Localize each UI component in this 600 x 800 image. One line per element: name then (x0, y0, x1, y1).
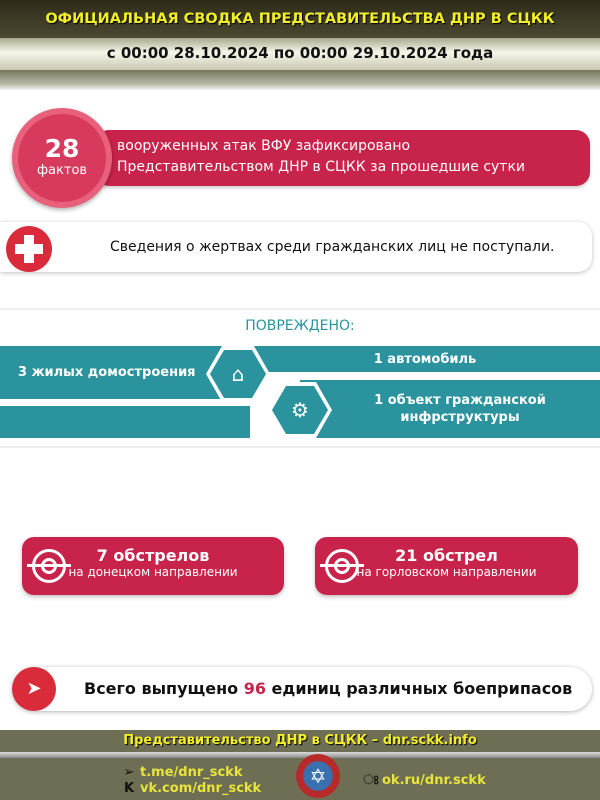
damage-car: 1 автомобиль (250, 346, 600, 372)
shelling-count: 7 обстрелов (96, 546, 210, 565)
damage-section (0, 308, 600, 448)
bullet-icon: ➤ (12, 667, 56, 711)
damage-infrastructure: 1 объект гражданской инфрструктуры (300, 380, 600, 438)
ok-link[interactable]: ଃ ok.ru/dnr.sckk (360, 773, 486, 788)
target-icon (320, 549, 364, 583)
ammo-prefix: Всего выпущено (84, 679, 239, 698)
shelling-count: 21 обстрел (395, 546, 498, 565)
vk-url[interactable]: vk.com/dnr_sckk (140, 781, 262, 796)
ok-url[interactable]: ok.ru/dnr.sckk (382, 773, 486, 788)
house-icon: ⌂ (210, 350, 266, 398)
odnoklassniki-icon: ଃ (363, 773, 379, 788)
telegram-link[interactable]: ➢ t.me/dnr_sckk (118, 765, 243, 780)
footer-divider (0, 752, 600, 758)
shelling-donetsk: 7 обстрелов на донецком направлении (22, 537, 284, 595)
damage-title: ПОВРЕЖДЕНО: (245, 318, 355, 334)
shelling-direction: на донецком направлении (68, 565, 238, 579)
house-hex: ⌂ (206, 346, 270, 402)
ammo-summary: Всего выпущено 96 единиц различных боепр… (12, 667, 592, 711)
ammo-number: 96 (243, 679, 266, 698)
shelling-gorlovka: 21 обстрел на горловском направлении (315, 537, 578, 595)
target-icon (27, 549, 71, 583)
damage-bar-filler (0, 406, 250, 438)
attack-count-badge: 28 фактов (12, 108, 112, 208)
telegram-icon: ➢ (123, 765, 135, 780)
report-period: с 00:00 28.10.2024 по 00:00 29.10.2024 г… (0, 38, 600, 70)
damage-houses: 3 жилых домостроения (0, 346, 230, 399)
attack-line-1: вооруженных атак ВФУ зафиксировано (117, 138, 411, 154)
attack-count: 28 (44, 134, 80, 163)
header-divider (0, 70, 600, 90)
attack-summary: вооруженных атак ВФУ зафиксировано Предс… (95, 130, 590, 186)
gear-icon: ⚙ (272, 386, 328, 434)
attack-line-2: Представительством ДНР в СЦКК за прошедш… (117, 159, 526, 175)
telegram-url[interactable]: t.me/dnr_sckk (140, 765, 243, 780)
header-title: ОФИЦИАЛЬНАЯ СВОДКА ПРЕДСТАВИТЕЛЬСТВА ДНР… (0, 0, 600, 38)
vk-icon: K (123, 781, 135, 796)
footer-org[interactable]: Представительство ДНР в СЦКК – dnr.sckk.… (0, 730, 600, 752)
shelling-direction: на горловском направлении (356, 565, 537, 579)
ammo-suffix: единиц различных боеприпасов (271, 679, 573, 698)
sckk-emblem-logo: ✡ (296, 754, 340, 798)
medical-cross-icon (6, 226, 52, 272)
victims-info: Сведения о жертвах среди гражданских лиц… (0, 222, 592, 272)
attack-unit: фактов (36, 163, 88, 178)
